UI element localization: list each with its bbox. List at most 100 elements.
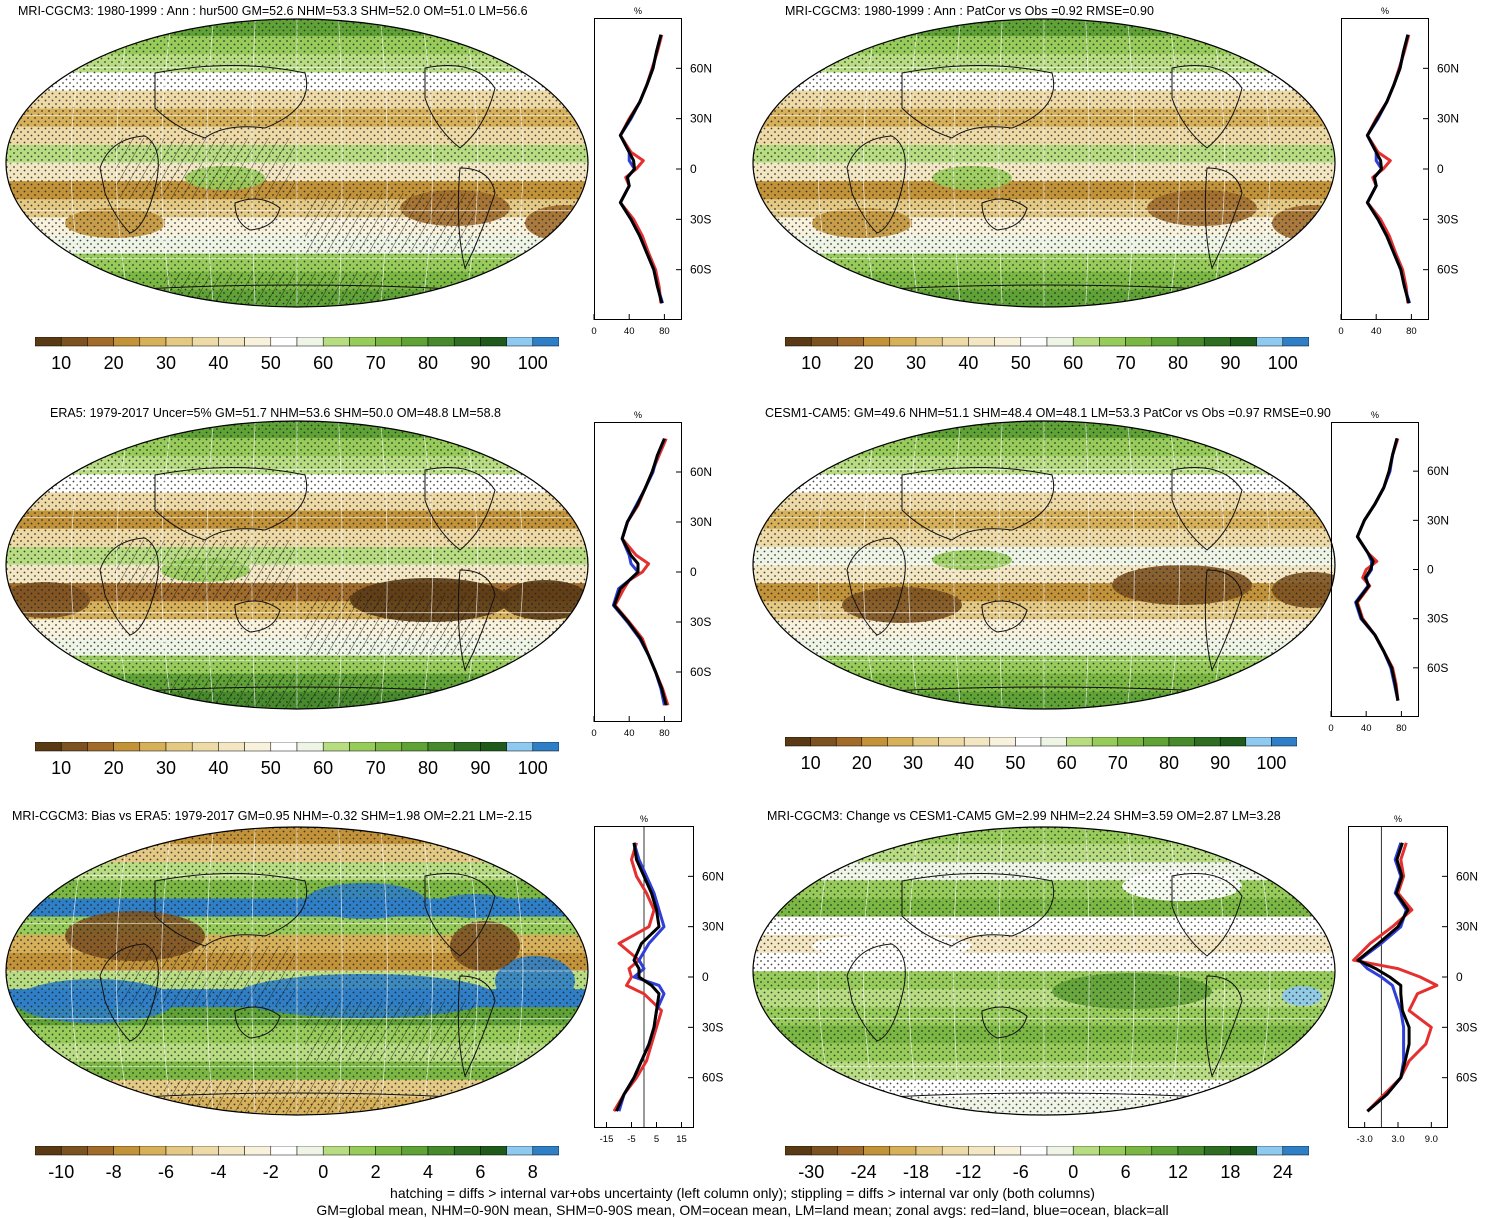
colorbar-tick-label: 80: [1159, 753, 1179, 773]
colorbar-swatch: [349, 742, 376, 752]
panel-title: ERA5: 1979-2017 Uncer=5% GM=51.7 NHM=53.…: [50, 406, 501, 420]
colorbar-tick-label: 40: [958, 353, 978, 373]
profile-ytick-label: 30S: [690, 615, 711, 629]
colorbar: 102030405060708090100110: [785, 337, 1309, 373]
colorbar-swatch: [1125, 337, 1153, 347]
land-zonal-line: [1352, 842, 1439, 1113]
colorbar-tick-label: 24: [1273, 1162, 1293, 1182]
colorbar-swatch: [35, 337, 62, 347]
colorbar-swatch: [1099, 1146, 1126, 1156]
colorbar-swatch: [401, 742, 429, 752]
profile-ytick-label: 30S: [702, 1020, 723, 1034]
panel-title: MRI-CGCM3: 1980-1999 : Ann : hur500 GM=5…: [18, 4, 528, 18]
colorbar-swatch: [1046, 1146, 1074, 1156]
colorbar-swatch: [810, 337, 838, 347]
land-zonal-line: [613, 438, 670, 706]
profile-ytick-label: 30S: [1437, 212, 1458, 226]
colorbar-tick-label: 100: [1268, 353, 1298, 373]
panel-title: CESM1-CAM5: GM=49.6 NHM=51.1 SHM=48.4 OM…: [765, 406, 1331, 420]
world-map: [752, 18, 1336, 308]
ocean-zonal-line: [1365, 34, 1412, 304]
colorbar-swatch: [1072, 337, 1100, 347]
colorbar-swatch: [322, 337, 350, 347]
colorbar: -10-8-6-4-20246810: [35, 1146, 559, 1182]
colorbar-swatch: [139, 742, 167, 752]
profile-ytick-label: 60N: [702, 869, 724, 883]
colorbar-swatch: [1256, 337, 1284, 347]
colorbar-swatch: [87, 742, 114, 752]
profile-ytick-label: 30N: [1456, 920, 1478, 934]
colorbar-swatch: [835, 737, 863, 747]
colorbar-swatch: [963, 737, 991, 747]
profile-unit: %: [634, 410, 642, 420]
zonal-profile-chart: 60N 30N 0 30S 60S -15 -5 5 15%: [594, 814, 724, 1145]
colorbar-swatch: [401, 1146, 429, 1156]
colorbar-swatch: [889, 1146, 917, 1156]
profile-ytick-label: 0: [1437, 162, 1444, 176]
colorbar-swatch: [994, 1146, 1022, 1156]
colorbar-swatch: [113, 742, 141, 752]
all-zonal-line: [618, 34, 664, 304]
colorbar-tick-label: 60: [1063, 353, 1083, 373]
colorbar-tick-label: 10: [801, 353, 821, 373]
colorbar-swatch: [1020, 1146, 1048, 1156]
colorbar-tick-label: 40: [208, 758, 228, 778]
profile-unit: %: [634, 6, 642, 16]
colorbar-tick-label: 20: [104, 353, 124, 373]
colorbar-tick-label: 20: [852, 753, 872, 773]
colorbar-swatch: [35, 742, 62, 752]
colorbar-swatch: [270, 1146, 298, 1156]
colorbar-swatch: [191, 337, 219, 347]
colorbar-swatch: [60, 742, 88, 752]
colorbar-swatch: [1282, 337, 1309, 347]
colorbar-swatch: [941, 337, 969, 347]
profile-xtick-label: 40: [624, 326, 635, 337]
colorbar-swatch: [941, 1146, 969, 1156]
colorbar-tick-label: 90: [470, 758, 490, 778]
profile-ytick-label: 30N: [1427, 513, 1449, 527]
profile-ytick-label: 0: [1427, 563, 1434, 577]
colorbar-tick-label: 8: [528, 1162, 538, 1182]
colorbar-swatch: [1177, 1146, 1205, 1156]
profile-ytick-label: 60N: [690, 465, 712, 479]
colorbar-tick-label: 6: [1121, 1162, 1131, 1182]
all-zonal-line: [1355, 438, 1400, 701]
colorbar-tick-label: 18: [1220, 1162, 1240, 1182]
profile-ytick-label: 30N: [690, 112, 712, 126]
colorbar-tick-label: 40: [954, 753, 974, 773]
profile-unit: %: [1371, 410, 1379, 420]
colorbar-swatch: [968, 337, 995, 347]
colorbar-swatch: [87, 1146, 114, 1156]
colorbar-tick-label: 10: [51, 758, 71, 778]
zonal-profile-chart: 60N 30N 0 30S 60S 0 40 80%: [1338, 6, 1459, 337]
colorbar-swatch: [1020, 337, 1048, 347]
colorbar-tick-label: -8: [106, 1162, 122, 1182]
colorbar-tick-label: -6: [158, 1162, 174, 1182]
colorbar-tick-label: 20: [104, 758, 124, 778]
colorbar-swatch: [349, 1146, 376, 1156]
colorbar-swatch: [1230, 337, 1257, 347]
colorbar-swatch: [506, 1146, 534, 1156]
world-map: [752, 826, 1336, 1116]
colorbar-swatch: [165, 1146, 193, 1156]
colorbar-swatch: [296, 742, 324, 752]
colorbar-swatch: [218, 337, 245, 347]
colorbar-tick-label: 20: [854, 353, 874, 373]
profile-xtick-label: -3.0: [1356, 1134, 1372, 1145]
colorbar-swatch: [375, 742, 403, 752]
colorbar-swatch: [427, 1146, 455, 1156]
colorbar-tick-label: 50: [261, 758, 281, 778]
colorbar-swatch: [139, 1146, 167, 1156]
colorbar-tick-label: -12: [955, 1162, 981, 1182]
colorbar-swatch: [349, 337, 376, 347]
colorbar-swatch: [915, 337, 943, 347]
footnote-line1: hatching = diffs > internal var+obs unce…: [390, 1185, 1095, 1201]
world-map: [752, 420, 1336, 710]
colorbar-tick-label: -2: [263, 1162, 279, 1182]
profile-ytick-label: 30N: [1437, 112, 1459, 126]
colorbar-swatch: [1046, 337, 1074, 347]
colorbar-swatch: [165, 742, 193, 752]
colorbar-swatch: [191, 742, 219, 752]
colorbar-tick-label: 70: [366, 353, 386, 373]
all-zonal-line: [615, 842, 661, 1112]
